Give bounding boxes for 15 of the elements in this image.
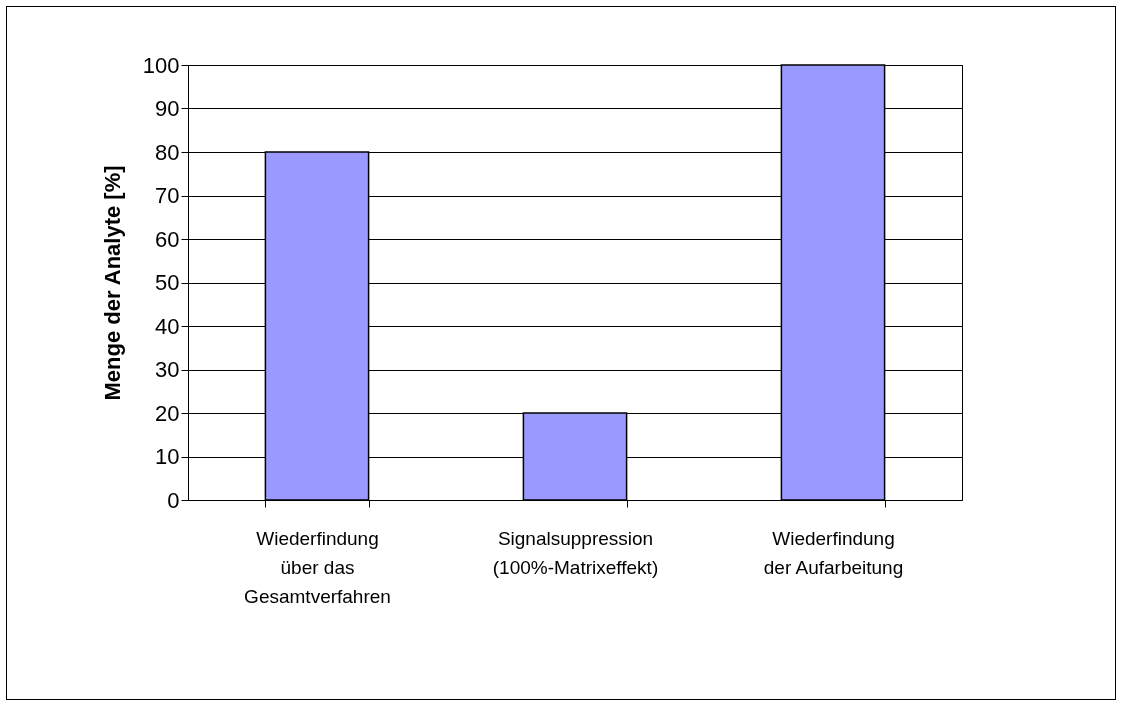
y-axis-title: Menge der Analyte [%] <box>99 165 125 401</box>
y-tick-label: 70 <box>155 183 180 208</box>
x-tick-label: Wiederfindung der Aufarbeitung <box>763 527 904 578</box>
y-tick-label: 0 <box>167 487 180 513</box>
y-tick-label: 20 <box>155 400 180 426</box>
y-tick-label: 40 <box>155 313 180 339</box>
y-tick-label: 30 <box>155 357 180 382</box>
y-tick-label: 50 <box>155 270 180 295</box>
y-tick-label: 10 <box>155 444 180 469</box>
y-tick-label: 80 <box>155 139 180 165</box>
y-tick-label: 100 <box>142 52 180 78</box>
y-tick-label: 60 <box>155 226 180 252</box>
x-tick-label: Signalsuppression (100%-Matrixeffekt) <box>492 527 659 578</box>
y-tick-label: 90 <box>155 96 180 121</box>
x-tick-label: Wiederfindung über das Gesamtverfahren <box>244 527 391 607</box>
